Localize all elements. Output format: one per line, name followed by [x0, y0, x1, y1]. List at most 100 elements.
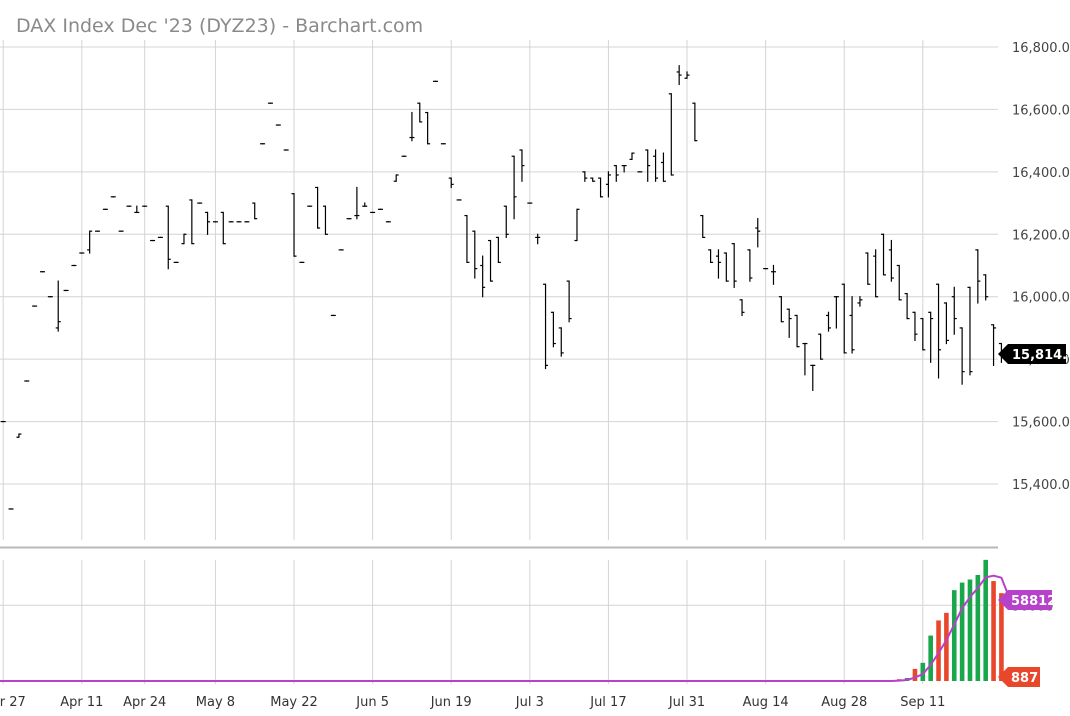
ohlc-bar — [244, 221, 250, 223]
volume-bar — [967, 579, 973, 681]
ohlc-bar — [425, 111, 431, 145]
ohlc-bar — [409, 111, 415, 142]
ohlc-bar — [582, 171, 588, 182]
volume-bar — [944, 612, 949, 681]
ohlc-bar — [613, 165, 619, 182]
volume-bar — [920, 662, 926, 681]
ohlc-bar — [928, 311, 934, 363]
ohlc-bar — [480, 255, 486, 298]
ohlc-bar — [590, 177, 596, 182]
ohlc-bar — [24, 380, 30, 382]
volume-bar — [975, 575, 981, 681]
ohlc-bar — [645, 149, 651, 182]
ohlc-bar — [770, 264, 776, 285]
volume-bar — [912, 668, 918, 681]
ohlc-bar — [558, 327, 564, 357]
volume-bar — [991, 581, 996, 681]
ohlc-bar — [8, 508, 14, 510]
ohlc-bar — [134, 205, 140, 214]
ohlc-bar — [393, 174, 399, 182]
ohlc-bar — [322, 205, 328, 235]
ohlc-bar — [786, 308, 792, 338]
ohlc-bar — [205, 211, 211, 235]
grid-lines — [0, 40, 998, 684]
price-tick-label: 16,800.0 — [1012, 41, 1070, 56]
date-tick-label: Aug 28 — [821, 695, 867, 710]
date-tick-label: Jul 31 — [668, 695, 705, 710]
ohlc-bar — [377, 208, 383, 210]
ohlc-bar — [181, 233, 187, 245]
volume-average-tag: 58812 — [998, 590, 1056, 610]
ohlc-bar — [967, 286, 973, 376]
ohlc-bar — [857, 296, 863, 307]
ohlc-bar — [102, 208, 108, 210]
ohlc-bar — [833, 296, 839, 329]
ohlc-bar — [346, 218, 352, 220]
date-tick-label: Jul 3 — [515, 695, 544, 710]
ohlc-bar — [354, 186, 360, 220]
ohlc-bar — [943, 302, 949, 345]
ohlc-bar — [228, 221, 234, 223]
ohlc-bar — [464, 214, 470, 263]
ohlc-bar — [275, 124, 281, 126]
ohlc-bar — [896, 264, 902, 301]
ohlc-bar — [566, 280, 572, 323]
date-tick-label: Apr 11 — [60, 695, 103, 710]
price-tick-label: 15,400.0 — [1012, 478, 1070, 493]
ohlc-bar — [511, 155, 517, 220]
date-axis: Mar 27 Apr 11 Apr 24 May 8 May 22 Jun 5 Jun 19… — [0, 695, 945, 710]
ohlc-bar — [495, 236, 501, 263]
ohlc-bar — [731, 243, 737, 288]
ohlc-bar — [684, 71, 690, 79]
price-tick-label: 15,600.0 — [1012, 416, 1070, 431]
volume-last-tag: 887 — [998, 667, 1040, 687]
ohlc-bar — [150, 239, 156, 242]
ohlc-bar — [692, 102, 698, 142]
ohlc-bar — [0, 420, 6, 423]
ohlc-bar — [385, 221, 391, 223]
date-tick-label: Mar 27 — [0, 695, 26, 710]
ohlc-bar — [283, 149, 289, 151]
ohlc-bar — [574, 208, 580, 242]
volume-bar — [983, 559, 988, 681]
ohlc-bar — [873, 249, 879, 298]
ohlc-bar — [433, 80, 438, 82]
date-tick-label: May 22 — [270, 695, 318, 710]
last-price-tag: 15,814.0 — [998, 344, 1070, 364]
ohlc-bar — [676, 65, 682, 86]
ohlc-bar — [32, 305, 38, 307]
volume-bar — [936, 620, 941, 681]
date-tick-label: Sep 11 — [900, 695, 945, 710]
volume-panel — [0, 559, 1012, 682]
ohlc-bar — [660, 152, 666, 182]
ohlc-bar — [653, 149, 659, 182]
ohlc-bar — [936, 283, 942, 379]
ohlc-bar — [299, 261, 305, 263]
ohlc-bar — [881, 233, 887, 276]
ohlc-bar — [252, 202, 258, 220]
last-price-label: 15,814.0 — [1012, 348, 1070, 363]
ohlc-bar — [865, 252, 871, 285]
ohlc-bar — [488, 239, 494, 282]
ohlc-bar — [212, 221, 218, 223]
volume-bar — [959, 582, 965, 681]
ohlc-bar — [621, 165, 627, 173]
chart-title: DAX Index Dec '23 (DYZ23) - Barchart.com — [16, 15, 423, 37]
ohlc-bar — [543, 283, 549, 370]
ohlc-bar — [810, 364, 816, 391]
ohlc-bar — [315, 186, 321, 229]
ohlc-bar — [71, 264, 77, 267]
ohlc-bar — [165, 205, 171, 270]
ohlc-bar — [598, 177, 604, 198]
ohlc-bar — [951, 286, 957, 335]
ohlc-bar — [668, 93, 674, 176]
volume-average-line — [0, 574, 1011, 682]
date-tick-label: Aug 14 — [743, 695, 789, 710]
ohlc-bar — [519, 149, 525, 182]
price-tick-label: 16,200.0 — [1012, 228, 1070, 243]
ohlc-bar — [55, 280, 61, 332]
volume-bar — [999, 593, 1004, 681]
volume-bar — [951, 590, 957, 681]
ohlc-bar — [47, 296, 53, 298]
